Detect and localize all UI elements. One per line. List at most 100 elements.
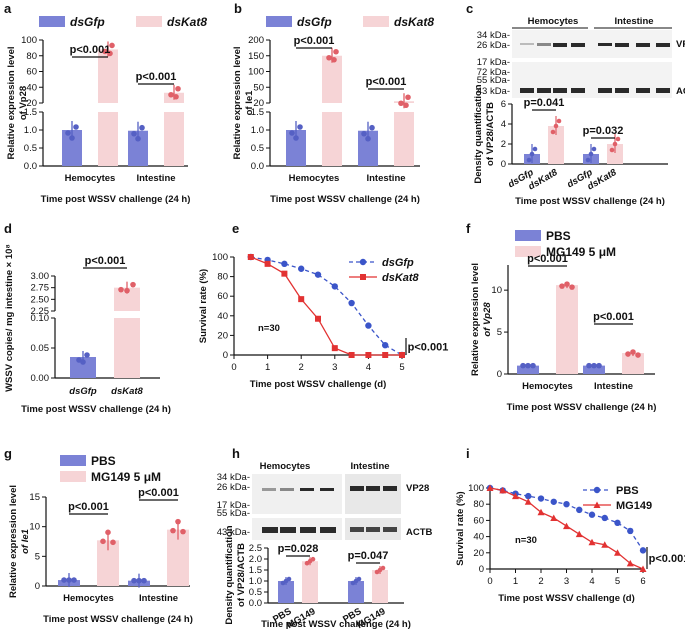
xlabel-d: Time post WSSV challenge (24 h) [21,404,171,415]
sig-c-0-pvalue: p=0.041 [524,97,565,109]
ytick-label-i: 60 [473,515,484,526]
point-i-PBS [639,547,647,554]
point-b-pink-1 [405,94,411,101]
kda-h-3: 55 kDa- [217,508,250,519]
bar-b-pink-top-0 [322,55,342,103]
ytick-label-e: 0 [223,350,228,361]
blot-band-actb-h-1 [280,527,296,533]
panel-label-h: h [232,446,240,461]
point-i-PBS [601,514,608,522]
ytick-label-c: 4 [501,119,506,130]
xlabel-b: Time post WSSV challenge (24 h) [270,194,420,205]
point-d-pink [130,281,136,288]
point-b-pink-1 [403,102,409,109]
bar-f-blue-0 [517,365,539,374]
point-g-blue-1 [136,577,142,584]
point-d-pink [124,287,130,294]
ylabel-e: Survival rate (%) [198,269,209,343]
kda-c-4: 55 kDa- [477,75,510,86]
xlabel-c: Time post WSSV challenge (24 h) [515,196,665,207]
blot-band-actb-c-5 [615,88,629,93]
panel-label-i: i [466,446,470,461]
point-h-3 [374,569,380,575]
xtick-label-i: 4 [589,576,594,587]
point-a-blue-0 [69,135,75,141]
bar-h-0 [278,581,294,603]
xtick-label-i: 3 [564,576,569,587]
point-e-dsGfp [314,271,322,278]
ytick-label-top-a: 60 [26,67,37,78]
blot-band-actb-h-int-1 [366,527,380,532]
point-b-pink-0 [333,48,339,55]
legend-f-0-label: PBS [546,229,571,243]
blot-band-vp28-c-0 [520,43,534,45]
point-d-blue [84,352,90,358]
sig-c-1-pvalue: p=0.032 [583,125,624,137]
sig-g-1-pvalue: p<0.001 [138,487,179,499]
blot-band-vp28-c-4 [598,43,612,46]
xcat-f-0: Hemocytes [522,381,573,392]
kda-h-4: 43 kDa- [217,527,250,538]
ytick-label-g: 10 [29,522,40,533]
ytick-label-top-d: 3.00 [31,271,50,282]
point-f-pink-1 [635,352,641,358]
n-label-i: n=30 [515,535,537,546]
ylabel-i: Survival rate (%) [455,491,466,565]
blot-band-vp28-h-3 [320,488,334,491]
sig-a-0-pvalue: p<0.001 [70,44,111,56]
blot-vp28-h-int [345,474,401,514]
bar-a-blue-1 [128,130,148,166]
point-e-dsKat8 [315,315,321,322]
legend-label-e-1: dsKat8 [382,272,420,284]
point-f-blue-0 [520,362,526,369]
ytick-label-top-a: 100 [21,35,37,46]
ytick-label-i: 100 [468,483,484,494]
blot-vp28-h-hemo [252,474,342,514]
ytick-label-h: 0.0 [249,598,262,609]
ylabel-b: Relative expression level [232,46,243,159]
xcat-g-1: Intestine [139,593,178,604]
blot-band-vp28-h-1 [280,488,294,491]
ylabel2-a: of Vp28 [18,86,29,120]
point-h-1 [310,556,316,562]
point-i-MG149 [512,492,519,500]
kda-h-2: 17 kDa- [217,500,250,511]
ytick-label-bottom-b: 1.0 [251,125,264,136]
point-e-dsKat8 [331,345,338,352]
point-e-dsGfp [331,283,338,290]
point-e-dsKat8 [281,270,288,277]
point-a-blue-0 [65,130,71,136]
ytick-label-g: 5 [35,551,40,562]
sig-d-0-pvalue: p<0.001 [85,255,126,267]
blot-band-actb-c-3 [571,88,585,93]
ytick-label-bottom-d: 0.10 [31,313,50,324]
point-i-PBS [627,527,634,535]
point-e-dsKat8 [264,260,271,267]
ytick-label-i: 0 [479,564,484,575]
point-f-pink-0 [564,281,570,287]
legend-g-1-label: MG149 5 μM [91,470,161,484]
point-i-PBS [525,492,532,500]
point-g-blue-1 [141,577,147,584]
point-i-MG149 [499,486,507,494]
legend-g-0-swatch [60,455,86,466]
ytick-label-bottom-a: 0.5 [24,143,37,154]
point-g-pink-1 [170,527,176,534]
xtick-label-e: 4 [366,362,371,373]
ylabel-h: Density quantification [224,525,235,624]
ytick-label-top-b: 150 [248,51,264,62]
ytick-label-h: 2.0 [249,554,262,565]
xlabel-e: Time post WSSV challenge (d) [250,379,387,390]
ytick-label-bottom-d: 0.00 [31,373,50,384]
ytick-label-bottom-b: 0.0 [251,161,264,172]
point-e-dsKat8 [247,254,254,260]
legend-a-0-swatch [39,16,65,27]
xtick-label-e: 2 [299,362,304,373]
blot-label-h-actb: ACTB [406,527,433,538]
kda-c-5: 43 kDa- [477,86,510,97]
point-i-MG149 [588,538,596,546]
xcat-f-1: Intestine [594,381,633,392]
point-b-pink-0 [326,54,332,61]
pvalue-i: p<0.001 [649,553,685,565]
